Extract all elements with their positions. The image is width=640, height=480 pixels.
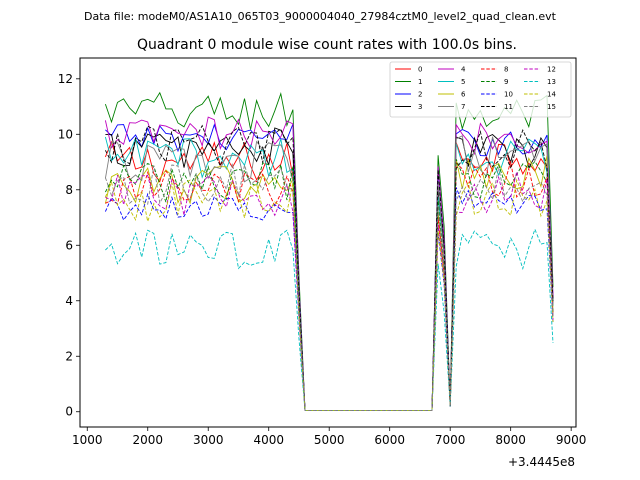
x-tick-label: 4000: [253, 433, 284, 447]
legend-label-12: 12: [547, 66, 556, 74]
tick-layer: 1000 2000 3000 4000 5000 6000 7000 8000 9000 0 2 4 6…: [58, 72, 587, 447]
series-line-2: [105, 123, 554, 412]
legend-label-0: 0: [418, 66, 422, 74]
legend-label-2: 2: [418, 91, 422, 99]
series-layer: [104, 91, 554, 412]
legend-label-14: 14: [547, 91, 556, 99]
series-line-15: [104, 163, 554, 412]
legend-label-6: 6: [461, 91, 466, 99]
x-offset-label: +3.4445e8: [508, 455, 575, 469]
y-tick-label: 2: [65, 349, 73, 363]
legend-label-8: 8: [504, 66, 508, 74]
x-tick-label: 2000: [132, 433, 163, 447]
y-tick-label: 8: [65, 183, 73, 197]
legend-label-1: 1: [418, 78, 422, 86]
x-tick-label: 9000: [556, 433, 587, 447]
legend-label-4: 4: [461, 66, 466, 74]
plot-frame: [79, 57, 577, 428]
legend-label-9: 9: [504, 78, 508, 86]
y-tick-label: 4: [65, 294, 73, 308]
y-tick-label: 12: [58, 72, 73, 86]
legend-label-15: 15: [547, 103, 556, 111]
legend-label-3: 3: [418, 103, 422, 111]
x-tick-label: 5000: [314, 433, 345, 447]
legend-label-13: 13: [547, 78, 556, 86]
series-line-0: [104, 140, 554, 412]
y-tick-label: 6: [65, 238, 73, 252]
x-tick-label: 6000: [374, 433, 405, 447]
legend-box: [389, 61, 572, 118]
series-line-1: [104, 91, 554, 412]
y-tick-label: 10: [58, 127, 73, 141]
series-line-14: [104, 178, 554, 412]
x-tick-label: 3000: [193, 433, 224, 447]
x-tick-label: 8000: [495, 433, 526, 447]
legend-label-5: 5: [461, 78, 465, 86]
x-tick-label: 1000: [72, 433, 103, 447]
y-tick-label: 0: [65, 405, 73, 419]
series-line-12: [105, 171, 554, 412]
series-line-4: [104, 116, 554, 412]
chart-title: Quadrant 0 module wise count rates with …: [137, 37, 517, 53]
series-line-10: [104, 187, 554, 412]
suptitle: Data file: modeM0/AS1A10_065T03_90000040…: [84, 10, 557, 23]
legend-label-7: 7: [461, 103, 465, 111]
x-tick-label: 7000: [435, 433, 466, 447]
series-line-13: [105, 228, 554, 412]
legend-label-10: 10: [504, 91, 513, 99]
legend-label-11: 11: [504, 103, 513, 111]
series-line-9: [104, 159, 554, 412]
